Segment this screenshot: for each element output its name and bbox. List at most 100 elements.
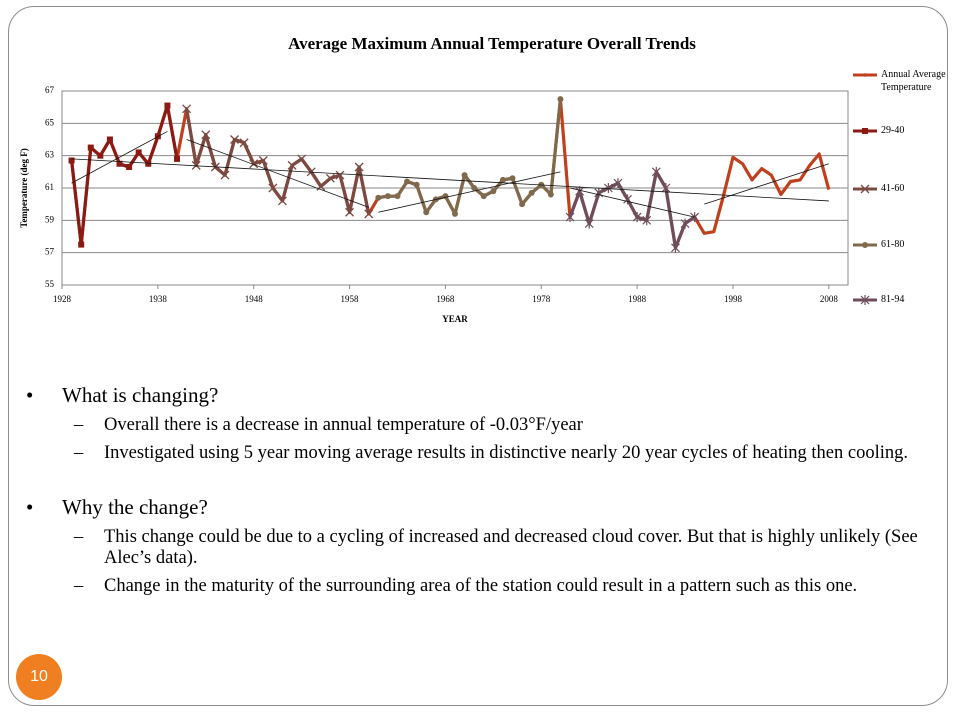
marker [354,162,364,172]
marker [268,183,278,193]
marker [860,295,870,305]
y-axis-title: Temperature (deg F) [19,148,29,227]
marker [575,186,585,197]
marker [174,155,181,162]
marker [528,189,535,196]
marker [345,207,355,217]
slide-number: 10 [16,654,62,700]
marker [297,154,307,164]
marker [258,156,268,165]
x-axis-title: YEAR [442,314,468,324]
marker [394,193,401,200]
marker [106,136,113,143]
marker [287,160,297,170]
marker [164,102,171,109]
series-line [70,104,179,247]
bullet-list: What is changing? Overall there is a decr… [0,378,960,597]
x-tick-label: 1938 [149,294,168,304]
bullet: What is changing? [26,382,942,408]
marker [375,194,382,201]
chart: Average Maximum Annual Temperature Overa… [19,34,877,324]
y-tick-label: 67 [45,85,55,95]
legend-label: 81-94 [881,294,905,305]
marker [613,178,623,189]
marker [480,193,487,200]
marker [547,191,554,198]
marker [249,159,259,169]
y-tick-label: 61 [45,182,54,192]
marker [565,212,575,223]
marker [632,212,642,223]
chart-title: Average Maximum Annual Temperature Overa… [288,34,696,53]
marker [239,138,249,148]
marker [78,241,85,248]
y-tick-label: 63 [45,150,55,160]
y-tick-label: 57 [45,247,55,257]
marker [230,135,239,144]
marker [384,193,391,200]
trend-line [186,139,369,208]
marker [278,196,287,206]
marker [661,183,671,193]
marker [860,184,870,194]
x-tick-label: 1978 [532,294,551,304]
marker [452,210,458,217]
legend-label: Annual Average Temperature [881,69,946,93]
marker [87,144,94,151]
legend-label: 61-80 [881,239,905,250]
x-tick-label: 1988 [628,294,647,304]
marker [404,178,411,185]
trend-line [378,171,561,213]
legend-label: 29-40 [881,125,905,136]
x-tick-label: 2008 [820,294,839,304]
marker [509,175,516,182]
marker [862,242,868,248]
series-line [185,108,371,215]
marker [584,218,594,229]
plot-border [61,90,849,286]
sub-bullet: Overall there is a decrease in annual te… [74,415,934,436]
bullet: Why the change? [26,494,942,520]
marker [642,215,652,226]
series-line [70,97,831,250]
legend-swatch-dot [863,73,867,77]
sub-bullet: Change in the maturity of the surroundin… [74,576,934,597]
trend-line [704,163,829,205]
y-tick-label: 55 [45,279,55,289]
sub-bullet: Investigated using 5 year moving average… [74,443,934,464]
series-line [568,170,696,250]
marker [603,183,613,193]
x-tick-label: 1928 [53,294,72,304]
marker [557,96,564,103]
marker [201,130,211,140]
marker [423,209,430,216]
trend-line [569,187,695,218]
trend-line [71,131,168,184]
marker [335,170,345,180]
marker [126,163,133,170]
marker [623,194,632,205]
marker [135,149,142,156]
x-tick-label: 1948 [245,294,264,304]
marker [68,157,75,164]
slide-frame [8,6,948,706]
marker [220,170,230,180]
marker [862,128,868,134]
marker [413,181,420,188]
x-tick-label: 1968 [436,294,455,304]
marker [471,185,478,191]
series-line [378,98,562,216]
marker [364,209,374,219]
marker [461,172,468,179]
y-tick-label: 65 [45,117,55,127]
legend-label: 41-60 [881,183,905,194]
marker [671,242,680,253]
marker [490,188,497,195]
marker [325,173,335,183]
marker [191,160,201,170]
marker [651,166,661,177]
marker [182,104,192,114]
marker [519,201,526,208]
marker [97,152,104,159]
